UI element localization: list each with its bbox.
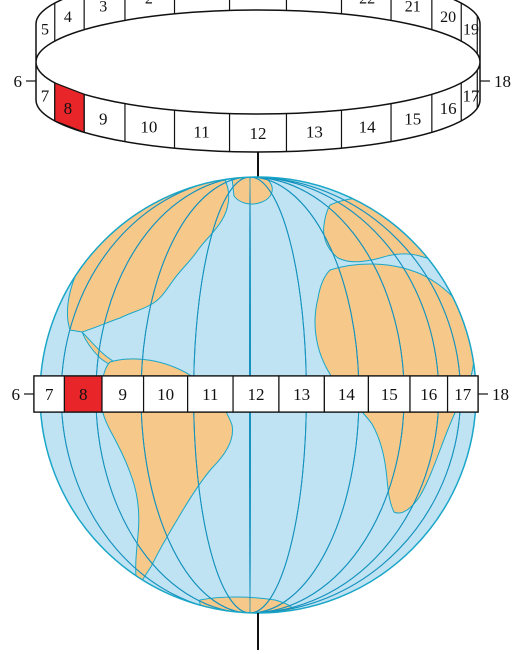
time-zone-band: 7 8 9 10 11 12 13 14 15 16 17 6 18 xyxy=(12,375,509,413)
band-cell xyxy=(409,375,449,413)
band-cell xyxy=(232,375,280,413)
band-right-label: 18 xyxy=(492,385,509,404)
ring-back-label: 22 xyxy=(359,0,375,8)
ring-front-label: 8 xyxy=(64,99,73,118)
band-left-label: 6 xyxy=(12,385,21,404)
band-label: 17 xyxy=(454,385,472,404)
ring-back-label: 20 xyxy=(440,9,456,26)
ring-front-label: 14 xyxy=(359,117,377,136)
ring-back-label: 19 xyxy=(463,21,479,38)
ring-back-label: 21 xyxy=(405,0,421,16)
ring-front-label: 9 xyxy=(99,109,108,128)
band-cell xyxy=(278,375,325,413)
ring-back-label: 23 xyxy=(306,0,322,3)
ring-front-band xyxy=(35,61,481,153)
band-label: 10 xyxy=(157,385,174,404)
continent-europe xyxy=(323,197,457,263)
band-label: 16 xyxy=(420,385,437,404)
ring-right-label: 18 xyxy=(494,72,511,91)
ring-front-label: 12 xyxy=(250,124,267,143)
band-cell xyxy=(187,375,234,413)
time-zone-ring: 543212423222120197891011121314151617618 xyxy=(14,0,511,153)
ring-back-label: 5 xyxy=(41,21,49,38)
band-label: 8 xyxy=(79,385,88,404)
ring-back-label: 3 xyxy=(99,0,107,16)
band-label: 12 xyxy=(248,385,265,404)
band-cell xyxy=(142,375,189,413)
band-label: 15 xyxy=(381,385,398,404)
ring-back-label: 24 xyxy=(250,0,266,1)
band-label: 14 xyxy=(338,385,356,404)
ring-front-label: 7 xyxy=(41,87,50,106)
ring-front-label: 17 xyxy=(463,87,481,106)
band-highlight-cell xyxy=(63,375,103,413)
ring-front-label: 16 xyxy=(440,99,457,118)
ring-back-band xyxy=(35,0,481,63)
band-cell xyxy=(446,375,479,413)
ring-back-label: 2 xyxy=(145,0,153,8)
band-label: 9 xyxy=(119,385,128,404)
ring-back-label: 4 xyxy=(64,9,72,26)
band-label: 7 xyxy=(45,385,54,404)
ring-front-label: 10 xyxy=(140,117,157,136)
ring-front-label: 11 xyxy=(193,122,209,141)
ring-back-label: 1 xyxy=(198,0,206,3)
band-label: 11 xyxy=(202,385,218,404)
ring-left-label: 6 xyxy=(14,72,23,91)
band-label: 13 xyxy=(293,385,310,404)
ring-front-label: 15 xyxy=(404,109,421,128)
ring-front-label: 13 xyxy=(306,122,323,141)
